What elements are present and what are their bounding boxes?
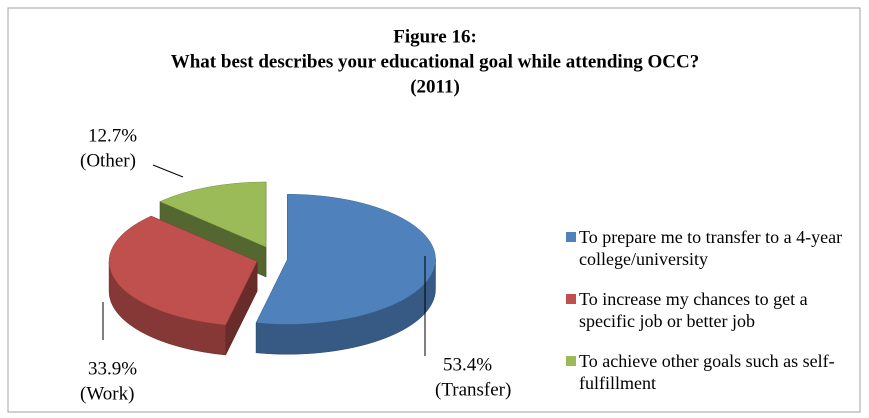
pie bbox=[108, 181, 436, 356]
chart-title: (2011) bbox=[410, 76, 460, 97]
legend-swatch bbox=[566, 356, 576, 366]
legend-entry: To achieve other goals such as self-fulf… bbox=[566, 350, 856, 394]
legend-label: To prepare me to transfer to a 4-year co… bbox=[579, 227, 843, 269]
slice-tag: (Transfer) bbox=[435, 379, 511, 400]
slice-tag: (Other) bbox=[80, 150, 136, 171]
slice-tag: (Work) bbox=[80, 383, 134, 404]
data-label: 33.9% bbox=[88, 358, 137, 379]
legend: To prepare me to transfer to a 4-year co… bbox=[566, 226, 856, 412]
data-label: 12.7% bbox=[88, 125, 137, 146]
legend-swatch bbox=[566, 232, 576, 242]
leader-line bbox=[152, 164, 184, 178]
data-label: 53.4% bbox=[443, 354, 492, 375]
chart-title: Figure 16: bbox=[393, 26, 477, 47]
chart-title: What best describes your educational goa… bbox=[171, 51, 700, 72]
legend-entry: To increase my chances to get a specific… bbox=[566, 288, 856, 332]
slice bbox=[108, 215, 258, 326]
legend-swatch bbox=[566, 294, 576, 304]
slice bbox=[255, 194, 436, 325]
frame bbox=[7, 7, 861, 413]
legend-label: To increase my chances to get a specific… bbox=[579, 289, 808, 331]
legend-label: To achieve other goals such as self-fulf… bbox=[579, 351, 835, 393]
slice bbox=[159, 181, 267, 248]
legend-entry: To prepare me to transfer to a 4-year co… bbox=[566, 226, 856, 270]
